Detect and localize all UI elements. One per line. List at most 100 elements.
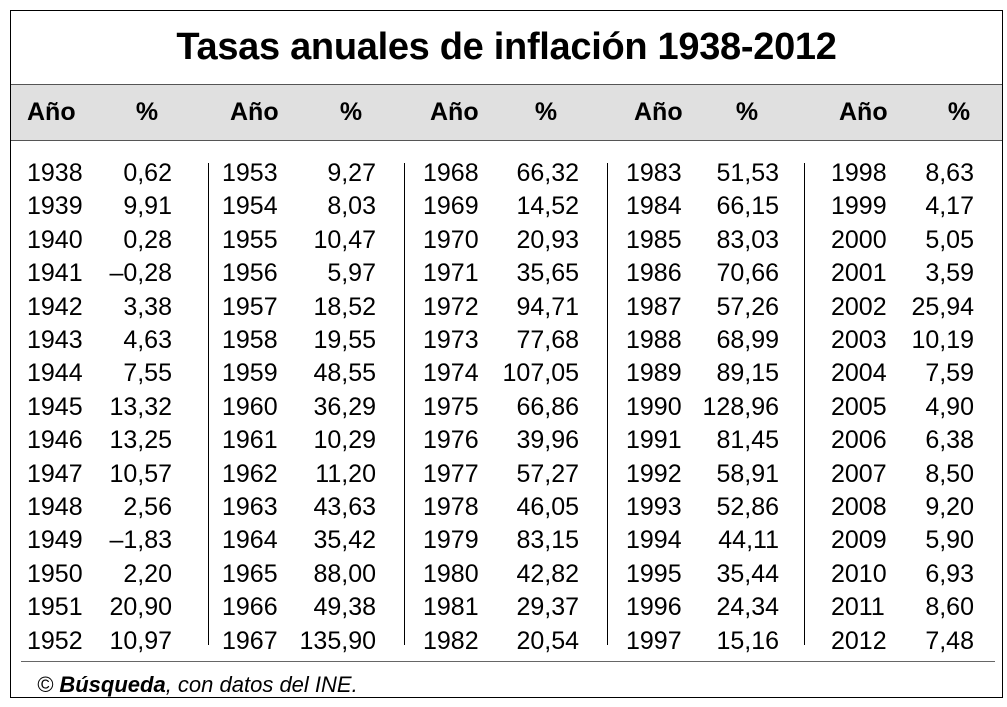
inflation-value-cell: 4,17 [925,192,974,221]
table-row: 1939 9,91 [27,190,172,223]
year-cell: 2005 [831,392,887,421]
table-row: 1952 10,97 [27,625,172,658]
year-cell: 2010 [831,559,887,588]
year-cell: 1943 [27,326,83,354]
year-cell: 1994 [626,526,682,555]
inflation-value-cell: 10,57 [109,459,172,488]
inflation-value-cell: 8,63 [925,159,974,187]
table-row: 1950 2,20 [27,558,172,591]
year-cell: 1983 [626,159,682,187]
table-row: 1994 44,11 [626,524,779,557]
table-row: 2006 6,38 [831,424,974,457]
inflation-value-cell: 35,44 [716,559,779,588]
table-row: 1947 10,57 [27,458,172,491]
table-row: 1988 68,99 [626,324,779,357]
table-row: 1999 4,17 [831,190,974,223]
table-row: 1998 8,63 [831,157,974,190]
table-row: 1993 52,86 [626,491,779,524]
inflation-value-cell: 5,90 [925,526,974,555]
year-cell: 1978 [423,493,479,521]
year-cell: 1951 [27,593,83,622]
table-row: 1953 9,27 [222,157,376,190]
table-row: 1948 2,56 [27,491,172,524]
year-cell: 1945 [27,392,83,421]
year-cell: 1972 [423,292,479,321]
year-cell: 2012 [831,626,887,655]
table-header: Año % Año % Año % Año % Año % [11,84,1002,141]
year-cell: 1989 [626,359,682,388]
inflation-value-cell: 35,65 [516,259,579,288]
inflation-value-cell: 49,38 [313,593,376,622]
year-cell: 1958 [222,326,278,354]
year-cell: 1969 [423,192,479,221]
year-cell: 1995 [626,559,682,588]
year-cell: 1954 [222,192,278,221]
table-row: 2005 4,90 [831,391,974,424]
table-row: 1978 46,05 [423,491,579,524]
table-row: 1985 83,03 [626,224,779,257]
footer-divider [21,661,995,662]
table-row: 2007 8,50 [831,458,974,491]
year-cell: 1955 [222,225,278,254]
year-cell: 1946 [27,426,83,455]
inflation-value-cell: 42,82 [516,559,579,588]
table-row: 1990 128,96 [626,391,779,424]
year-cell: 1982 [423,626,479,655]
table-row: 1955 10,47 [222,224,376,257]
header-pct-5: % [947,98,971,126]
year-cell: 2000 [831,225,887,254]
inflation-value-cell: 94,71 [516,292,579,321]
year-cell: 1985 [626,225,682,254]
table-row: 1954 8,03 [222,190,376,223]
table-row: 1997 15,16 [626,625,779,658]
year-cell: 1981 [423,593,479,622]
table-row: 1963 43,63 [222,491,376,524]
header-year-4: Año [634,98,683,126]
inflation-value-cell: 39,96 [516,426,579,455]
inflation-value-cell: 10,47 [313,225,376,254]
year-cell: 2007 [831,459,887,488]
inflation-value-cell: 70,66 [716,259,779,288]
year-cell: 1966 [222,593,278,622]
year-cell: 1980 [423,559,479,588]
year-cell: 1961 [222,426,278,455]
table-row: 1938 0,62 [27,157,172,190]
year-cell: 2003 [831,326,887,354]
inflation-value-cell: 57,27 [516,459,579,488]
inflation-value-cell: 6,93 [925,559,974,588]
inflation-value-cell: 48,55 [313,359,376,388]
header-pct-3: % [534,98,558,126]
table-row: 1979 83,15 [423,524,579,557]
year-cell: 1967 [222,626,278,655]
table-row: 1965 88,00 [222,558,376,591]
year-cell: 1960 [222,392,278,421]
inflation-value-cell: 83,15 [516,526,579,555]
inflation-value-cell: 9,91 [123,192,172,221]
table-row: 1987 57,26 [626,291,779,324]
table-row: 2010 6,93 [831,558,974,591]
table-row: 1982 20,54 [423,625,579,658]
inflation-value-cell: 81,45 [716,426,779,455]
table-row: 2009 5,90 [831,524,974,557]
year-cell: 1963 [222,493,278,521]
source-text: , con datos del INE. [165,672,358,697]
inflation-value-cell: 20,54 [516,626,579,655]
table-row: 1983 51,53 [626,157,779,190]
year-cell: 1970 [423,225,479,254]
year-cell: 1957 [222,292,278,321]
table-row: 1943 4,63 [27,324,172,357]
inflation-value-cell: 8,50 [925,459,974,488]
inflation-value-cell: 19,55 [313,326,376,354]
year-cell: 1979 [423,526,479,555]
inflation-value-cell: 0,28 [123,225,172,254]
inflation-value-cell: 6,38 [925,426,974,455]
table-row: 2000 5,05 [831,224,974,257]
inflation-value-cell: 5,97 [327,259,376,288]
inflation-value-cell: 3,38 [123,292,172,321]
table-row: 2004 7,59 [831,357,974,390]
inflation-value-cell: 128,96 [702,392,779,421]
year-cell: 1990 [626,392,682,421]
table-row: 1996 24,34 [626,591,779,624]
inflation-value-cell: 66,86 [516,392,579,421]
table-row: 1984 66,15 [626,190,779,223]
